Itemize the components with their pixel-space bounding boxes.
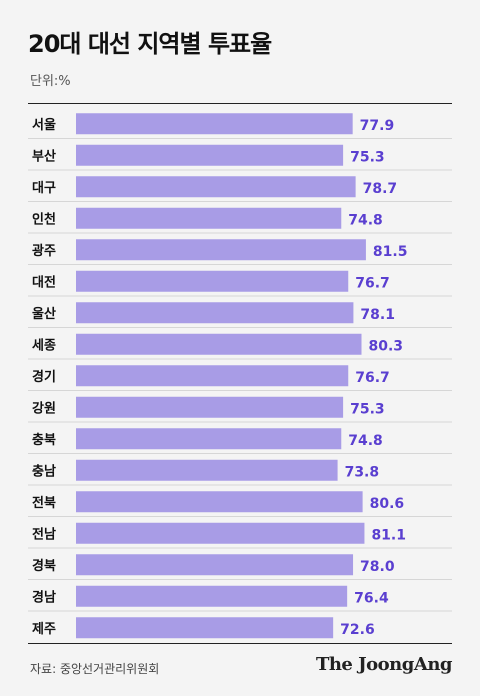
value-label: 72.6 [340,622,375,638]
bar [76,554,354,576]
value-label: 81.5 [373,244,408,260]
value-label: 76.7 [355,275,390,291]
value-label: 78.7 [363,181,398,197]
category-label: 인천 [32,211,56,227]
category-label: 세종 [32,338,56,353]
source-note: 자료: 중앙선거관리위원회 [30,662,160,676]
bar [76,144,344,166]
category-label: 경남 [32,589,56,605]
unit-label: 단위:% [30,74,71,89]
value-label: 74.8 [348,212,383,228]
category-label: 전북 [32,495,56,511]
top-divider [28,103,452,104]
category-label: 경기 [32,369,56,385]
bottom-divider [28,643,452,644]
bar [76,207,342,229]
value-label: 73.8 [345,464,380,480]
bar [76,459,338,481]
brand-logo: The JoongAng [315,654,453,675]
category-label: 제주 [32,622,56,637]
bar [76,617,334,639]
value-label: 75.3 [350,149,385,165]
bar [76,428,342,450]
category-label: 충남 [32,463,56,479]
value-label: 77.9 [360,118,395,134]
bar [76,396,344,418]
category-label: 전남 [32,526,56,542]
value-label: 81.1 [371,527,406,543]
value-label: 74.8 [348,433,383,449]
bar [76,491,363,513]
category-label: 울산 [32,306,56,322]
bar [76,365,349,387]
category-label: 경북 [32,558,56,574]
value-label: 80.6 [370,496,405,512]
category-label: 서울 [32,117,56,133]
value-label: 76.7 [355,370,390,386]
bar [76,176,356,198]
category-label: 대구 [32,181,56,196]
bar [76,113,353,135]
bar [76,302,354,324]
bar [76,333,362,355]
value-label: 76.4 [354,590,389,606]
bar [76,239,366,261]
category-label: 강원 [32,400,56,416]
value-label: 80.3 [369,338,404,354]
category-label: 대전 [32,274,56,290]
chart-title: 20대 대선 지역별 투표율 [28,30,272,58]
value-label: 75.3 [350,401,385,417]
category-label: 충북 [32,432,56,448]
bar [76,585,348,607]
value-label: 78.1 [360,307,395,323]
bar [76,270,349,292]
value-label: 78.0 [360,559,395,575]
category-label: 광주 [32,244,56,259]
category-label: 부산 [32,148,56,164]
bar [76,522,365,544]
